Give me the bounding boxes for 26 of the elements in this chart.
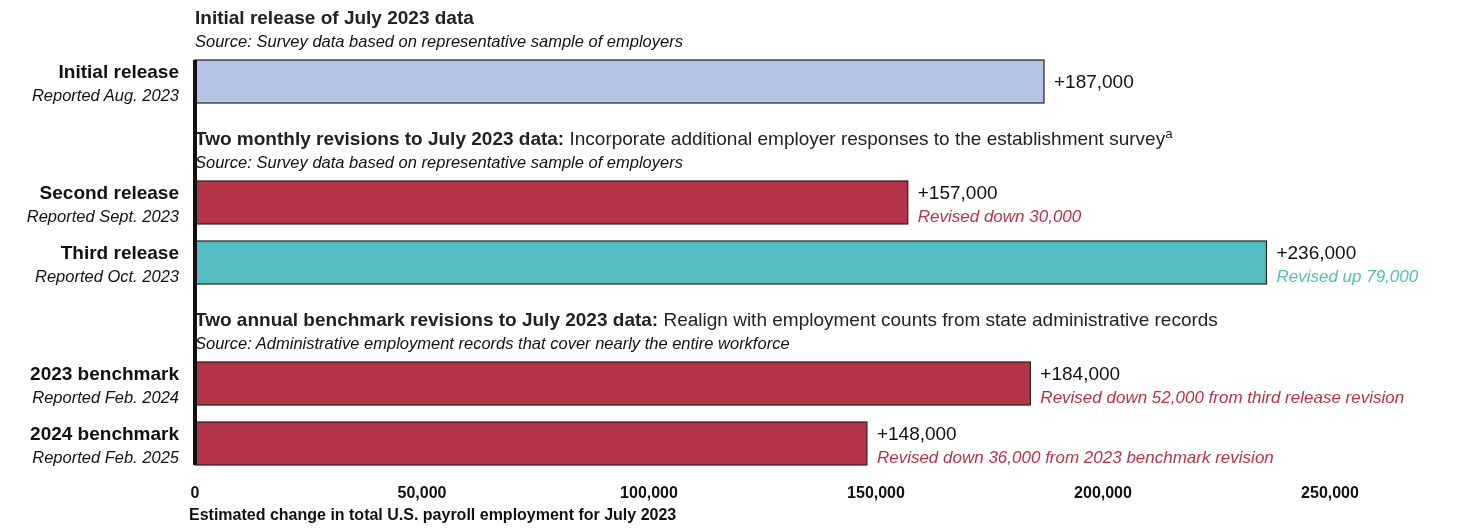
y-tick-label: 2024 benchmark Reported Feb. 2025 [30, 423, 180, 466]
source-note: Source: Survey data based on representative sample of employers [195, 32, 683, 50]
bar [194, 59, 1045, 104]
annotation: Source: Survey data based on representative sample of employers [195, 153, 683, 171]
y-tick-label: Third release Reported Oct. 2023 [34, 242, 180, 285]
data-label: +236,000 Revised up 79,000 [1276, 242, 1419, 286]
y-tick-label: Second release Reported Sept. 2023 [26, 182, 180, 225]
x-axis-title: Estimated change in total U.S. payroll employment for July 2023 [189, 506, 677, 523]
x-tick-label: 150,000 [847, 484, 906, 501]
y-tick-label: Initial release Reported Aug. 2023 [31, 61, 180, 104]
x-tick-label: 250,000 [1301, 484, 1360, 501]
bar [194, 240, 1268, 285]
data-label: +148,000 Revised down 36,000 from 2023 benchmark revision [876, 423, 1274, 467]
data-label: +187,000 [1053, 71, 1134, 92]
annotation: Source: Administrative employment records that cover nearly the entire workforce [195, 334, 790, 352]
y-tick-label: 2023 benchmark Reported Feb. 2024 [30, 363, 180, 406]
annotation: Two monthly revisions to July 2023 data: Incorporate additional employer responses to the establishment survey$^{a}$ [195, 125, 1174, 149]
data-label: +157,000 Revised down 30,000 [917, 182, 1082, 226]
x-tick-label: 50,000 [397, 484, 447, 501]
data-label: +184,000 Revised down 52,000 from third release revision [1040, 363, 1405, 407]
x-tick-label: 100,000 [620, 484, 679, 501]
bar [194, 421, 868, 466]
x-tick-label: 200,000 [1074, 484, 1133, 501]
x-tick-label: 0 [190, 484, 200, 501]
text: Initial release of July 2023 data [195, 7, 475, 28]
annotation: Two annual benchmark revisions to July 2023 data: Realign with employment counts from state administrative records [195, 309, 1218, 330]
